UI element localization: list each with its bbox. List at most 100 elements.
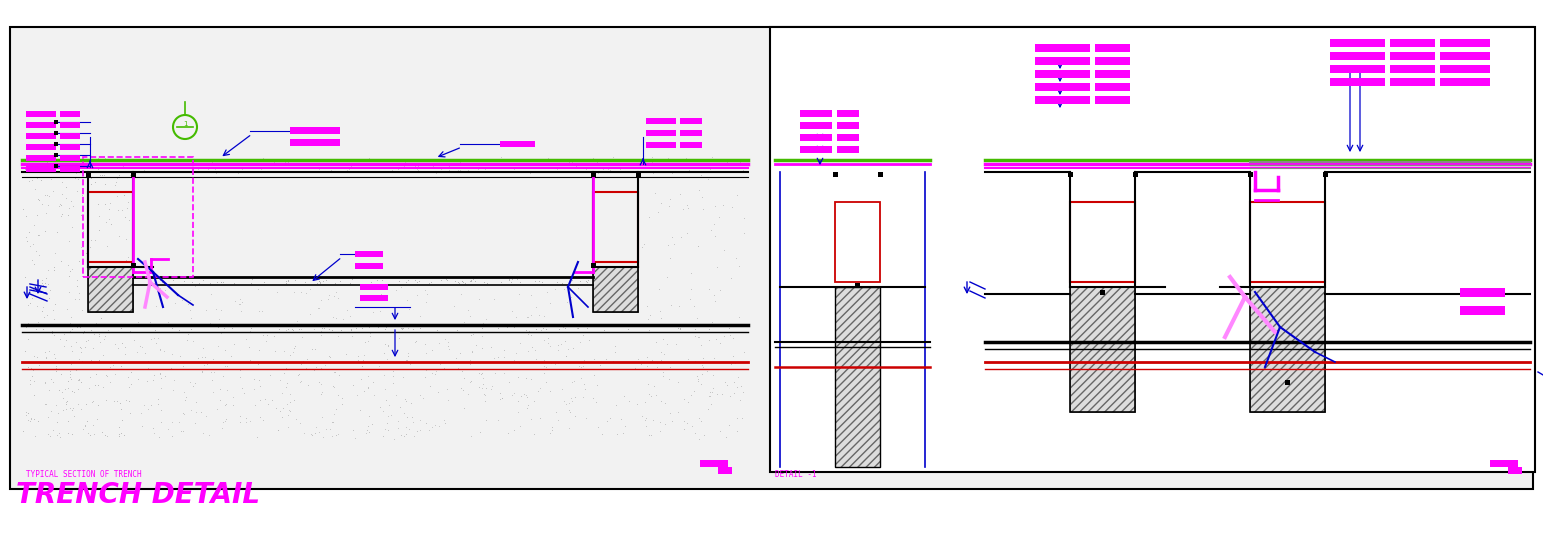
Point [522,397,546,405]
Point [19,242,43,251]
Point [393,397,418,405]
Point [12,346,37,355]
Point [22,221,46,230]
Point [69,305,94,314]
Point [978,371,1003,380]
Point [997,414,1021,423]
Point [1497,271,1521,280]
Point [1037,158,1062,167]
Point [978,141,1003,150]
Point [657,254,682,263]
Point [1466,334,1491,343]
Point [397,276,421,284]
Point [833,424,858,433]
Point [1031,308,1055,317]
Point [1495,322,1520,330]
Point [1119,416,1143,424]
Point [1173,194,1197,203]
Point [458,277,483,286]
Point [307,304,332,313]
Bar [355,263,383,269]
Point [463,276,488,285]
Point [696,174,721,183]
Point [113,343,137,352]
Point [93,430,117,439]
Point [829,196,853,205]
Point [1230,171,1254,179]
Point [22,240,46,248]
Point [1157,303,1182,312]
Point [375,341,400,350]
Point [1171,68,1196,77]
Point [1136,261,1160,270]
Text: 1: 1 [182,121,187,127]
Point [1207,228,1231,237]
Point [660,416,685,425]
Point [276,411,301,420]
Point [28,159,52,167]
Point [54,405,79,414]
Point [1140,442,1165,451]
Point [1441,389,1466,398]
Point [890,380,915,388]
Point [1315,437,1339,445]
Point [71,167,96,176]
Point [606,167,631,176]
Point [188,160,213,169]
Point [194,359,219,368]
Point [523,354,548,363]
Point [554,399,579,408]
Point [832,201,856,210]
Point [57,166,82,174]
Point [111,430,136,439]
Point [701,383,725,392]
Point [143,339,168,348]
Point [1029,101,1054,109]
Point [1179,329,1204,337]
Point [267,407,292,416]
Point [60,201,85,210]
Point [190,366,214,375]
Point [855,327,880,336]
Point [1481,357,1506,366]
Point [102,273,127,282]
Point [707,286,731,295]
Point [49,189,74,198]
Point [1188,38,1213,46]
Point [449,289,474,298]
Point [1441,437,1466,446]
Point [59,197,83,206]
Point [1040,55,1065,63]
Point [1032,301,1057,310]
Point [389,324,414,333]
Point [32,278,57,287]
Point [299,431,324,440]
Point [97,198,122,207]
Point [1000,229,1025,238]
Point [114,203,139,212]
Point [599,156,623,165]
Point [721,377,745,386]
Point [32,190,57,199]
Point [1128,294,1153,303]
Point [1051,440,1075,449]
Point [14,411,39,420]
Point [1049,334,1074,342]
Point [423,421,447,430]
Point [54,194,79,203]
Point [1146,341,1171,350]
Point [295,364,319,373]
Point [275,379,299,387]
Point [1054,401,1079,410]
Point [1472,424,1497,433]
Point [1230,389,1254,398]
Point [1040,340,1065,349]
Point [218,167,242,176]
Point [349,375,373,384]
Point [1216,104,1241,113]
Point [1183,164,1208,172]
Point [142,325,167,334]
Point [130,343,154,352]
Point [1506,303,1531,312]
Point [884,87,909,96]
